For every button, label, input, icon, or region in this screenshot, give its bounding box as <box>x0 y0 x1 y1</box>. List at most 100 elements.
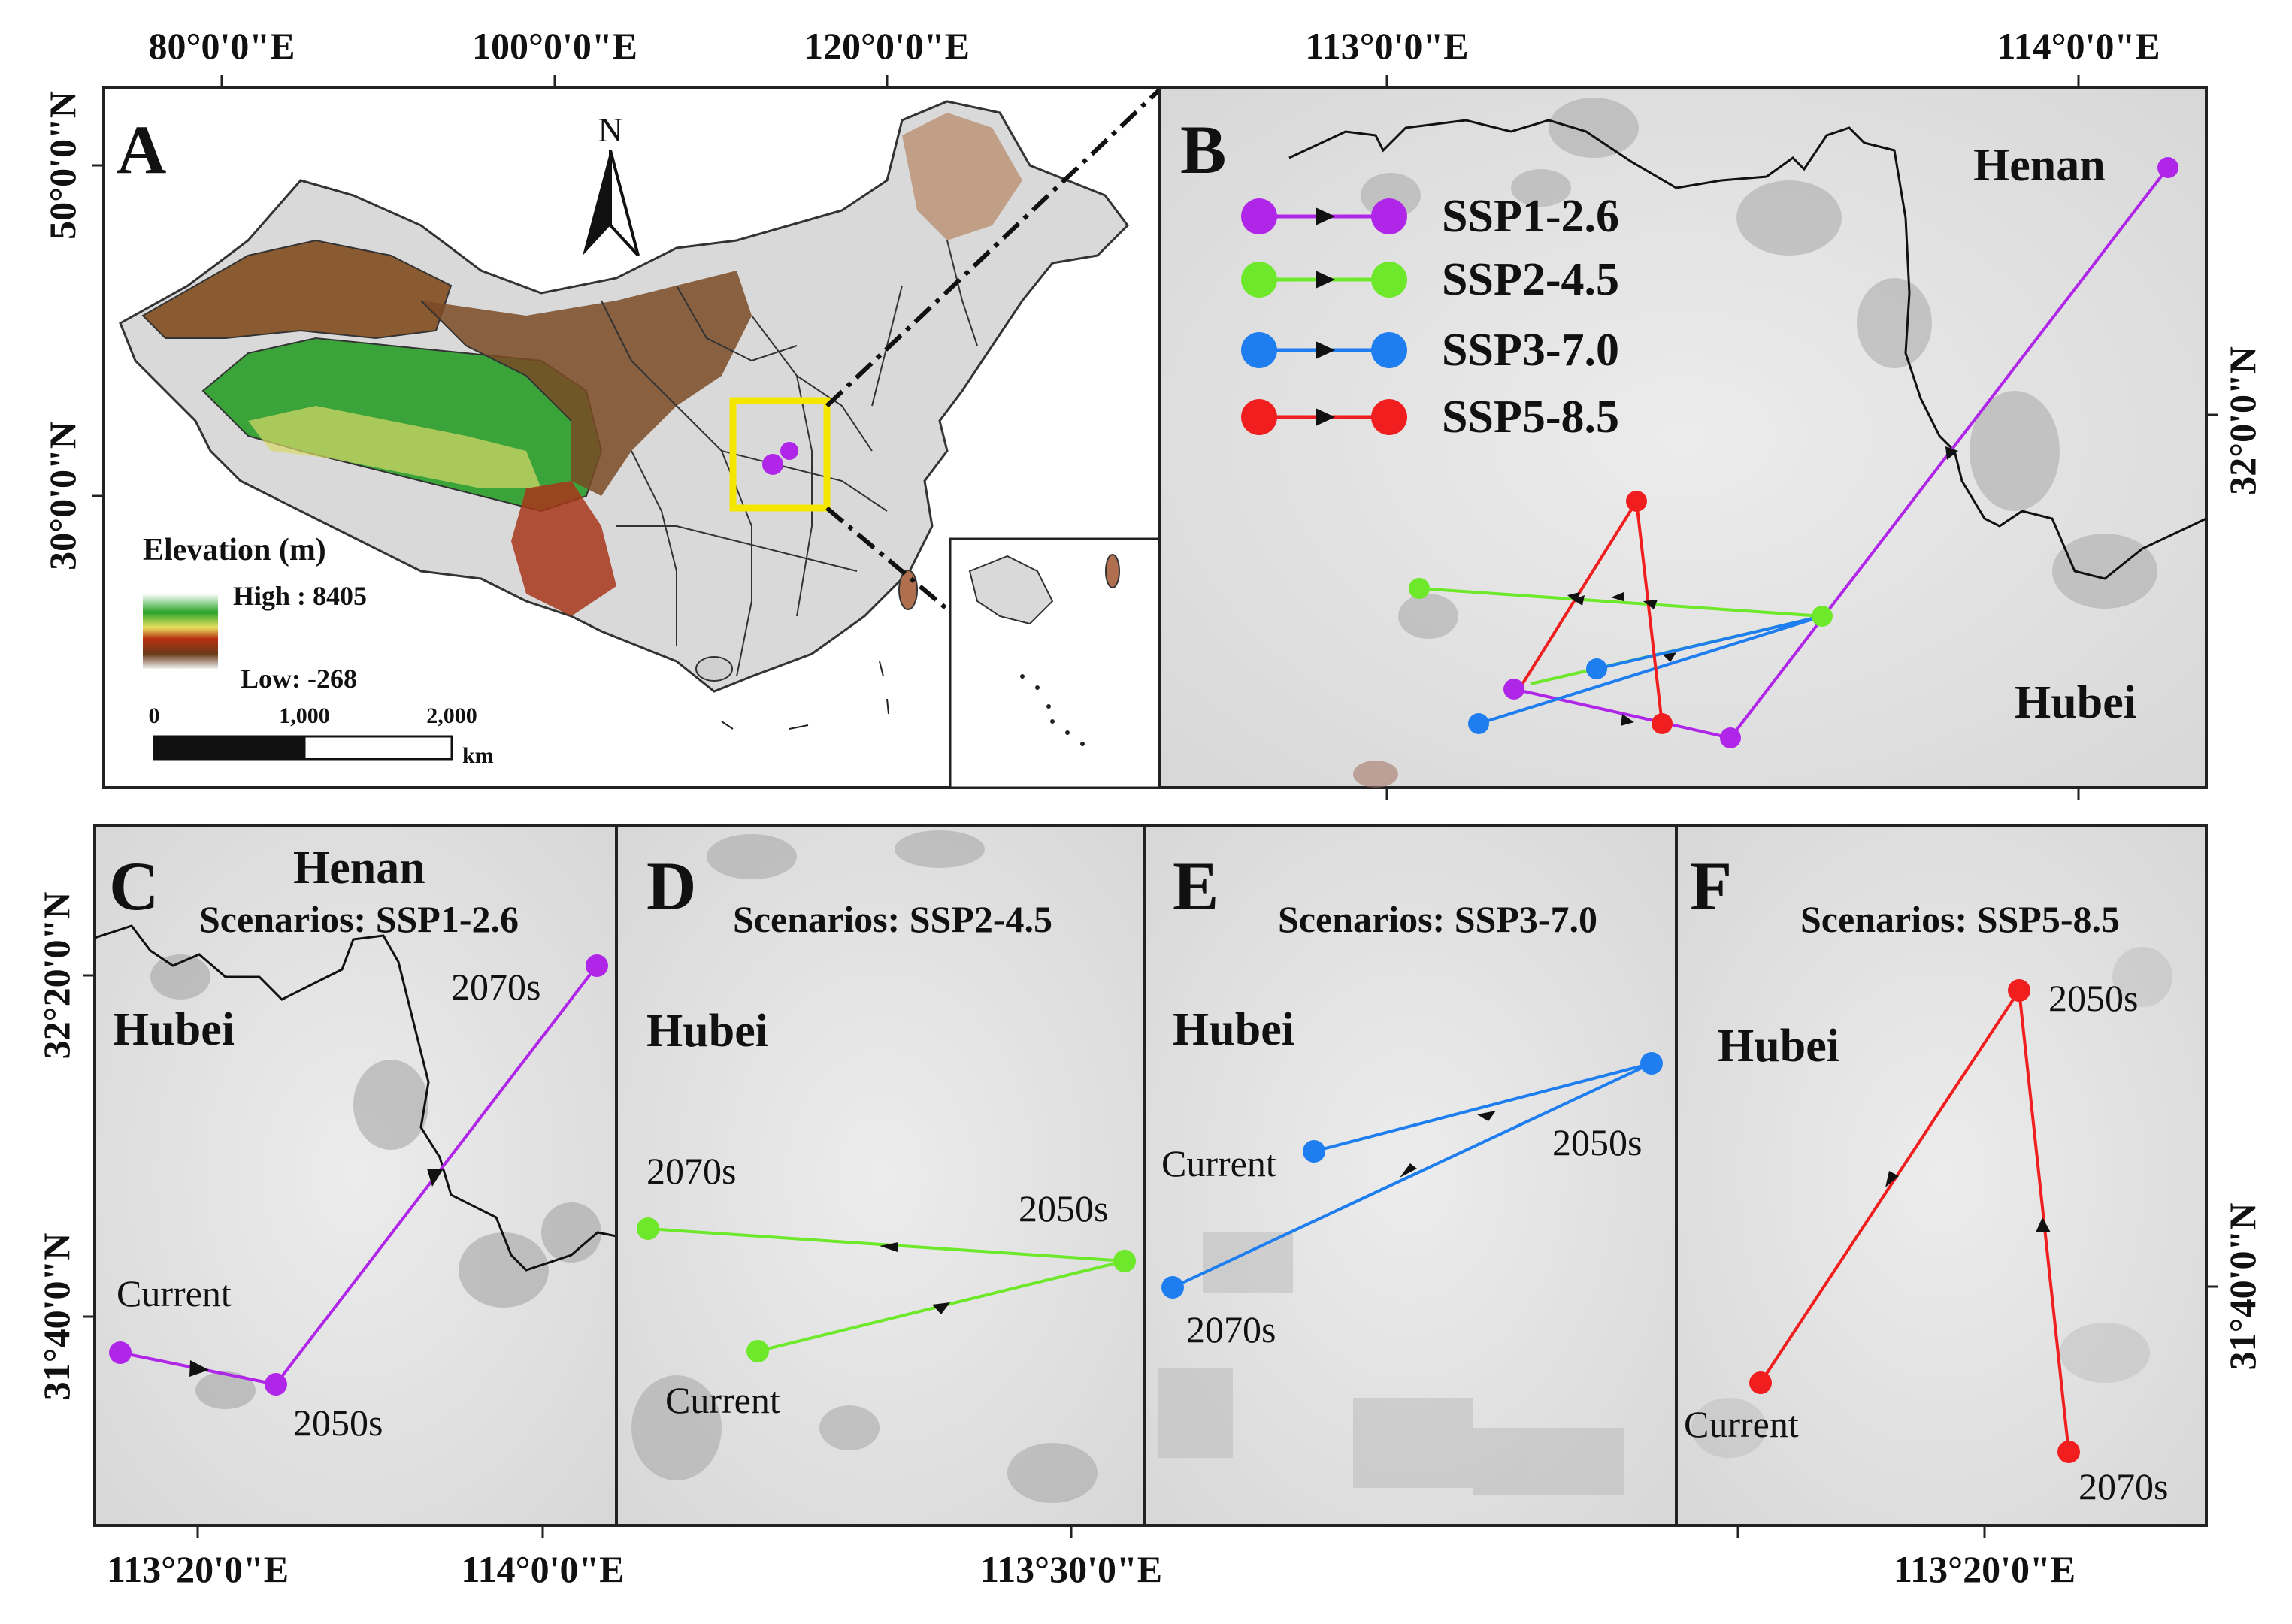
b-point-ssp1-2070s <box>2157 157 2178 178</box>
tick-bottom-c-113-20e: 113°20'0"E <box>107 1548 289 1590</box>
inset-islands <box>1020 674 1085 746</box>
f-current-label: Current <box>1684 1403 1799 1445</box>
sichuan-region <box>511 481 616 616</box>
e-point-2050s <box>1640 1052 1663 1075</box>
connector-line <box>825 88 1161 408</box>
c-current-label: Current <box>117 1272 232 1314</box>
legend-item-ssp5: SSP5-8.5 <box>1241 392 1619 443</box>
e-current-label: Current <box>1161 1142 1276 1184</box>
scale-unit: km <box>462 743 494 768</box>
elevation-low: Low: -268 <box>241 664 357 694</box>
c-point-2050s <box>265 1373 287 1396</box>
c-2050s-label: 2050s <box>293 1402 383 1444</box>
scs-dashes <box>721 661 889 730</box>
b-point-ssp1-current <box>1503 679 1524 700</box>
e-point-2070s <box>1161 1276 1184 1299</box>
tick-a-50n: 50°0'0"N <box>41 91 83 240</box>
scale-bar: 0 1,000 2,000 km <box>149 703 494 768</box>
north-label: N <box>598 110 622 149</box>
tick-b-113e: 113°0'0"E <box>1305 25 1468 67</box>
d-scenario-label: Scenarios: SSP2-4.5 <box>733 898 1052 940</box>
panel-c: C Henan Scenarios: SSP1-2.6 Hubei Curren… <box>93 824 618 1527</box>
panel-d: D Scenarios: SSP2-4.5 Hubei Current 2050… <box>615 824 1146 1527</box>
c-arrowheads <box>189 1169 444 1377</box>
legend-label-ssp3: SSP3-7.0 <box>1442 325 1619 376</box>
legend-label-ssp1: SSP1-2.6 <box>1442 191 1619 242</box>
tick-bottom-d-113-30e: 113°30'0"E <box>980 1548 1162 1590</box>
frame-ticks <box>83 974 2218 1538</box>
study-area-box <box>729 397 831 512</box>
north-belt <box>421 271 752 496</box>
scale-0: 0 <box>149 703 160 728</box>
plateau-yellow <box>248 406 541 488</box>
f-scenario-label: Scenarios: SSP5-8.5 <box>1800 898 2120 940</box>
d-point-2070s <box>637 1217 659 1240</box>
b-point-ssp1-2050s <box>1720 727 1741 748</box>
f-point-2070s <box>2057 1441 2080 1463</box>
f-point-current <box>1749 1371 1772 1394</box>
panel-a-letter: A <box>117 111 166 188</box>
c-point-2070s <box>586 954 608 977</box>
b-arrowheads <box>1567 446 1958 726</box>
b-hubei-label: Hubei <box>2015 677 2136 728</box>
f-2070s-label: 2070s <box>2079 1465 2168 1508</box>
tick-a-30n: 30°0'0"N <box>41 422 83 570</box>
d-2070s-label: 2070s <box>646 1150 736 1192</box>
panel-e: E Scenarios: SSP3-7.0 Hubei Current 2050… <box>1143 824 1678 1527</box>
panel-c-letter: C <box>109 848 159 924</box>
study-point <box>762 454 783 475</box>
elevation-legend-title: Elevation (m) <box>143 533 326 567</box>
taiwan-island <box>898 570 918 610</box>
legend-item-ssp3: SSP3-7.0 <box>1241 325 1619 376</box>
panel-b: SSP1-2.6 SSP2-4.5 SSP3-7.0 SSP5-8.5 B <box>1158 25 2263 800</box>
b-points <box>1409 157 2178 748</box>
d-2050s-label: 2050s <box>1019 1187 1108 1229</box>
c-terrain <box>150 954 601 1409</box>
elevation-high: High : 8405 <box>233 581 367 611</box>
panel-f: F Scenarios: SSP5-8.5 Hubei Current 2050… <box>1675 824 2208 1527</box>
d-arrowheads <box>880 1242 950 1314</box>
d-point-current <box>746 1340 769 1362</box>
ne-mountains <box>902 113 1022 240</box>
north-arrow: N <box>583 110 640 257</box>
c-2070s-label: 2070s <box>451 966 540 1008</box>
panel-d-letter: D <box>646 848 696 924</box>
legend-item-ssp1: SSP1-2.6 <box>1241 191 1619 242</box>
tick-a-100e: 100°0'0"E <box>472 25 637 67</box>
tick-bottom-c-114e: 114°0'0"E <box>461 1548 624 1590</box>
c-province-border <box>94 924 617 1272</box>
legend-label-ssp5: SSP5-8.5 <box>1442 392 1619 443</box>
panel-f-letter: F <box>1690 848 1732 924</box>
b-point-ssp5-2050s <box>1626 491 1647 512</box>
b-point-ssp3-2070s <box>1468 713 1489 734</box>
inset-taiwan <box>1105 554 1120 588</box>
tick-left-32-20n: 32°20'0"N <box>35 892 77 1060</box>
tick-right-31-40n: 31°40'0"N <box>2221 1203 2263 1371</box>
elevation-color-ramp <box>143 594 218 669</box>
panel-a: N A Elevation (m) High : 8405 Low: -268 … <box>41 25 1161 790</box>
tick-a-120e: 120°0'0"E <box>804 25 970 67</box>
study-point <box>780 442 798 460</box>
b-point-ssp3-current <box>1586 658 1607 679</box>
hainan-island <box>695 656 733 682</box>
legend-label-ssp2: SSP2-4.5 <box>1442 254 1619 305</box>
c-hubei-label: Hubei <box>113 1004 235 1055</box>
e-2070s-label: 2070s <box>1186 1308 1276 1350</box>
d-point-2050s <box>1113 1250 1136 1272</box>
province-border-b <box>1288 119 2207 580</box>
scale-1000: 1,000 <box>279 703 330 728</box>
d-terrain <box>631 830 1098 1503</box>
tick-a-80e: 80°0'0"E <box>149 25 295 67</box>
legend-item-ssp2: SSP2-4.5 <box>1241 254 1619 305</box>
e-2050s-label: 2050s <box>1552 1121 1642 1163</box>
f-point-2050s <box>2008 979 2030 1002</box>
c-point-current <box>109 1341 132 1364</box>
f-arrowheads <box>1885 1171 2051 1232</box>
tick-left-31-40n: 31°40'0"N <box>35 1233 77 1401</box>
c-henan-label: Henan <box>293 842 425 894</box>
tick-bottom-f-113-20e: 113°20'0"E <box>1894 1548 2076 1590</box>
e-arrowheads <box>1400 1111 1496 1178</box>
f-hubei-label: Hubei <box>1718 1021 1839 1072</box>
panel-b-letter: B <box>1180 111 1226 188</box>
